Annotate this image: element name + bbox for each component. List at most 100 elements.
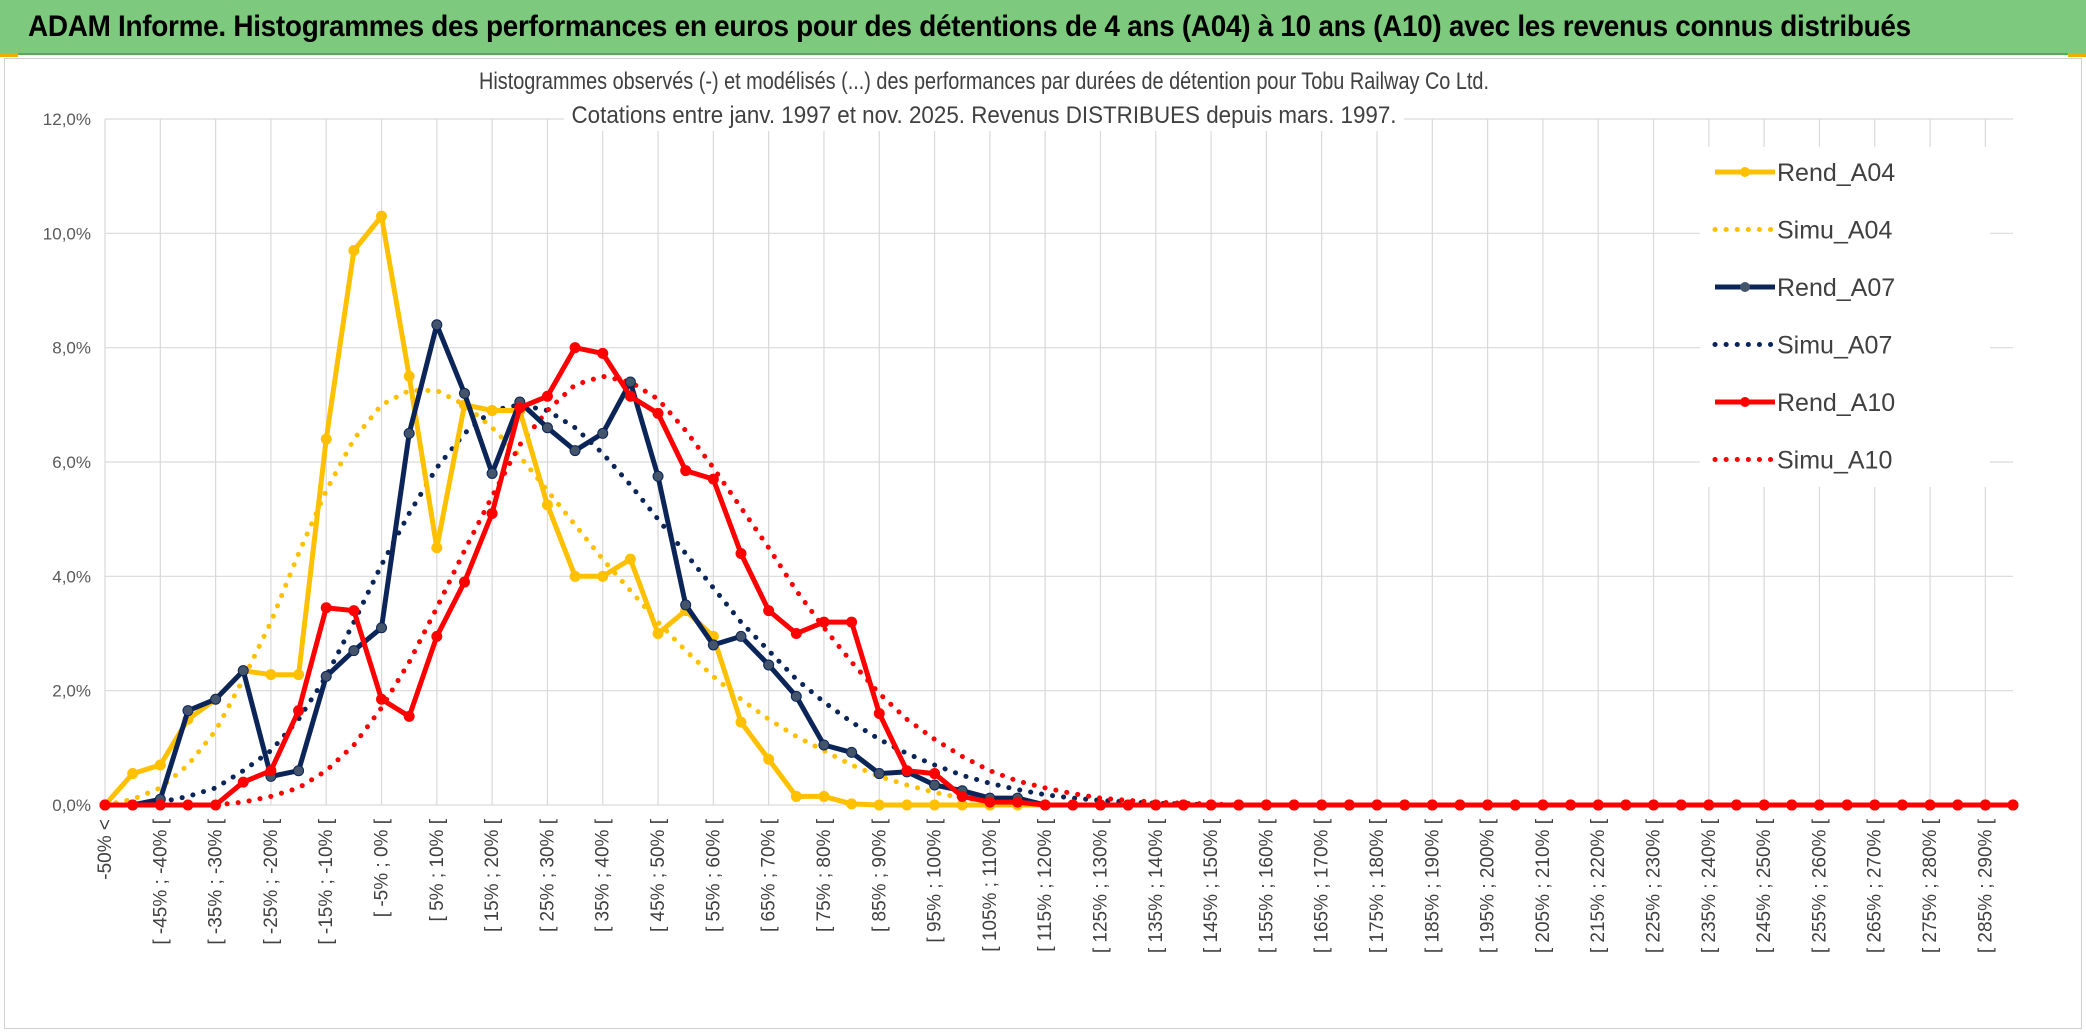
data-point bbox=[320, 433, 332, 445]
data-point bbox=[1509, 799, 1521, 811]
x-tick-label: [ 155% ; 160% [ bbox=[1256, 818, 1277, 953]
legend-entry: Rend_A07 bbox=[1715, 274, 1895, 302]
x-tick-label: [ 165% ; 170% [ bbox=[1312, 818, 1333, 953]
legend-label: Simu_A04 bbox=[1777, 217, 1892, 245]
x-tick-label: [ 115% ; 120% [ bbox=[1035, 818, 1056, 951]
data-point bbox=[486, 467, 498, 479]
y-tick-label: 10,0% bbox=[43, 224, 91, 243]
data-point bbox=[1399, 799, 1411, 811]
data-point bbox=[1482, 799, 1494, 811]
data-point bbox=[790, 690, 802, 702]
data-point bbox=[403, 370, 415, 382]
data-point bbox=[265, 669, 277, 681]
data-point bbox=[790, 628, 802, 639]
data-point bbox=[901, 799, 913, 811]
data-point bbox=[1343, 799, 1355, 811]
data-point bbox=[624, 390, 636, 402]
data-point bbox=[846, 798, 858, 810]
x-tick-label: [ 215% ; 220% [ bbox=[1588, 818, 1609, 953]
data-point bbox=[541, 499, 553, 511]
data-point bbox=[873, 768, 885, 780]
data-point bbox=[735, 716, 747, 728]
data-point bbox=[929, 799, 941, 811]
x-tick-label: [ 45% ; 50% [ bbox=[648, 818, 669, 932]
data-point bbox=[376, 622, 388, 634]
x-tick-label: [ 285% ; 290% [ bbox=[1975, 818, 1996, 953]
y-tick-label: 2,0% bbox=[52, 682, 91, 701]
data-point bbox=[1039, 799, 1051, 811]
y-tick-label: 0,0% bbox=[52, 796, 91, 815]
data-point bbox=[597, 347, 609, 359]
data-point bbox=[735, 630, 747, 642]
data-point bbox=[1896, 799, 1908, 811]
data-point bbox=[458, 387, 470, 399]
data-point bbox=[652, 628, 664, 639]
data-point bbox=[1205, 799, 1217, 811]
data-point bbox=[846, 616, 858, 628]
data-point bbox=[1813, 799, 1825, 811]
x-tick-label: [ 35% ; 40% [ bbox=[593, 818, 614, 932]
x-tick-label: [ -35% ; -30% [ bbox=[206, 818, 227, 944]
data-point bbox=[376, 693, 388, 705]
data-point bbox=[1122, 799, 1134, 811]
x-tick-label: [ 5% ; 10% [ bbox=[427, 818, 448, 921]
x-tick-label: -50% < bbox=[95, 819, 116, 880]
x-tick-label: [ 195% ; 200% [ bbox=[1478, 818, 1499, 953]
data-point bbox=[569, 445, 581, 457]
legend-label: Rend_A10 bbox=[1777, 389, 1895, 417]
y-tick-label: 12,0% bbox=[43, 110, 91, 129]
y-tick-label: 6,0% bbox=[52, 453, 91, 472]
data-point bbox=[541, 390, 553, 402]
data-point bbox=[237, 776, 249, 788]
data-point bbox=[1012, 796, 1024, 808]
data-point bbox=[293, 705, 305, 717]
data-point bbox=[569, 342, 581, 354]
data-point bbox=[403, 427, 415, 439]
data-point bbox=[1703, 799, 1715, 811]
data-point bbox=[348, 605, 360, 617]
chart-subtitle: Cotations entre janv. 1997 et nov. 2025.… bbox=[572, 102, 1397, 129]
data-point bbox=[348, 244, 360, 256]
x-tick-label: [ 95% ; 100% [ bbox=[925, 818, 946, 942]
legend-label: Rend_A04 bbox=[1777, 159, 1895, 187]
data-point bbox=[348, 645, 360, 657]
data-point bbox=[624, 376, 636, 388]
x-tick-label: [ 275% ; 280% [ bbox=[1920, 818, 1941, 953]
data-point bbox=[1924, 799, 1936, 811]
data-point bbox=[182, 705, 194, 717]
data-point bbox=[1675, 799, 1687, 811]
data-point bbox=[1841, 799, 1853, 811]
data-point bbox=[929, 779, 941, 791]
data-point bbox=[99, 799, 111, 811]
legend-entry: Rend_A10 bbox=[1715, 389, 1895, 417]
chart-frame: 0,0% 2,0% 4,0% 6,0% 8,0% 10,0% 12,0% -50% < [ -4… bbox=[4, 58, 2082, 1029]
data-point bbox=[1426, 799, 1438, 811]
x-tick-label: [ 205% ; 210% [ bbox=[1533, 818, 1554, 953]
series-rend-a10 bbox=[99, 342, 2019, 811]
report-banner: ADAM Informe. Histogrammes des performan… bbox=[0, 0, 2086, 55]
data-point bbox=[541, 422, 553, 434]
data-point bbox=[154, 799, 166, 811]
data-point bbox=[790, 790, 802, 802]
data-point bbox=[652, 470, 664, 482]
data-point bbox=[486, 507, 498, 519]
data-point bbox=[873, 708, 885, 720]
data-point bbox=[237, 665, 249, 677]
report-title: ADAM Informe. Histogrammes des performan… bbox=[28, 9, 1911, 43]
data-point bbox=[569, 570, 581, 582]
x-tick-label: [ 225% ; 230% [ bbox=[1644, 818, 1665, 953]
data-point bbox=[680, 599, 692, 611]
x-tick-label: [ 145% ; 150% [ bbox=[1201, 818, 1222, 953]
data-point bbox=[984, 796, 996, 808]
grid bbox=[104, 118, 2013, 806]
x-tick-label: [ 185% ; 190% [ bbox=[1422, 818, 1443, 953]
x-tick-label: [ 85% ; 90% [ bbox=[869, 818, 890, 932]
data-point bbox=[1288, 799, 1300, 811]
data-point bbox=[680, 465, 692, 477]
data-point bbox=[320, 670, 332, 682]
data-point bbox=[652, 407, 664, 419]
data-point bbox=[1565, 799, 1577, 811]
legend-entry: Rend_A04 bbox=[1715, 159, 1895, 187]
chart-title: Histogrammes observés (-) et modélisés (… bbox=[479, 68, 1489, 95]
x-tick-label: [ -25% ; -20% [ bbox=[261, 818, 282, 944]
